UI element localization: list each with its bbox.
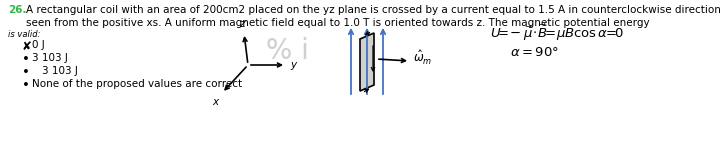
Text: 3 103 J: 3 103 J (42, 66, 78, 76)
Text: ✘: ✘ (22, 40, 32, 53)
Text: •: • (22, 66, 30, 79)
Text: None of the proposed values are correct: None of the proposed values are correct (32, 79, 242, 89)
Text: $\alpha=90°$: $\alpha=90°$ (510, 46, 560, 59)
Text: •: • (22, 53, 30, 66)
Text: •: • (22, 79, 30, 92)
Polygon shape (360, 33, 374, 91)
Text: y: y (290, 60, 296, 70)
Text: x: x (212, 97, 218, 107)
Text: seen from the positive xs. A uniform magnetic field equal to 1.0 T is oriented t: seen from the positive xs. A uniform mag… (26, 18, 650, 28)
Text: 0 J: 0 J (32, 40, 45, 50)
Text: 3 103 J: 3 103 J (32, 53, 68, 63)
Text: A rectangular coil with an area of 200cm2 placed on the yz plane is crossed by a: A rectangular coil with an area of 200cm… (26, 5, 722, 15)
Text: is valid:: is valid: (8, 30, 40, 39)
Text: % i: % i (266, 37, 309, 65)
Text: $U\!\!=\!\!-\vec{\mu}\!\cdot\!\vec{B}\!\!=\!\mu B\cos\alpha\!\!=\!\!0$: $U\!\!=\!\!-\vec{\mu}\!\cdot\!\vec{B}\!\… (490, 23, 624, 43)
Text: z: z (239, 19, 245, 29)
Text: $\hat{\omega}_m$: $\hat{\omega}_m$ (413, 49, 432, 67)
Text: 26.: 26. (8, 5, 27, 15)
